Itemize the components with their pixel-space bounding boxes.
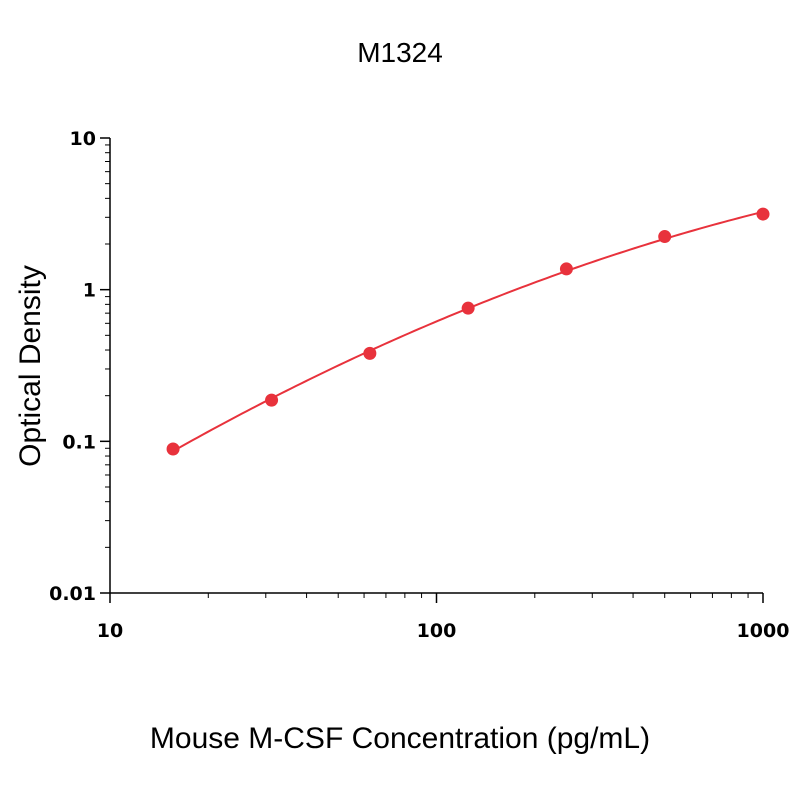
y-tick-label: 10 [70,128,96,150]
x-axis-title: Mouse M-CSF Concentration (pg/mL) [150,722,650,755]
data-point [461,301,475,315]
y-major-ticks: 0.01 0.1 1 10 [49,128,110,605]
x-tick-label: 100 [417,620,457,642]
x-tick-label: 1000 [737,620,790,642]
fit-curve [172,210,764,452]
y-minor-ticks [105,144,110,548]
data-point [363,346,377,360]
data-point [756,207,770,221]
data-points [166,207,770,456]
data-point [265,393,279,407]
x-minor-ticks [207,593,749,598]
y-axis-title: Optical Density [14,265,47,467]
data-point [658,230,672,244]
chart-title: M1324 [357,37,443,68]
fit-curve-group [172,210,764,452]
data-point [559,262,573,276]
x-major-ticks: 10 100 1000 [97,593,790,642]
data-point [166,442,180,456]
y-tick-label: 0.1 [62,431,96,453]
axes: 0.01 0.1 1 10 10 100 1000 [49,128,789,642]
y-tick-label: 1 [83,280,96,302]
y-tick-label: 0.01 [49,583,96,605]
x-tick-label: 10 [97,620,123,642]
